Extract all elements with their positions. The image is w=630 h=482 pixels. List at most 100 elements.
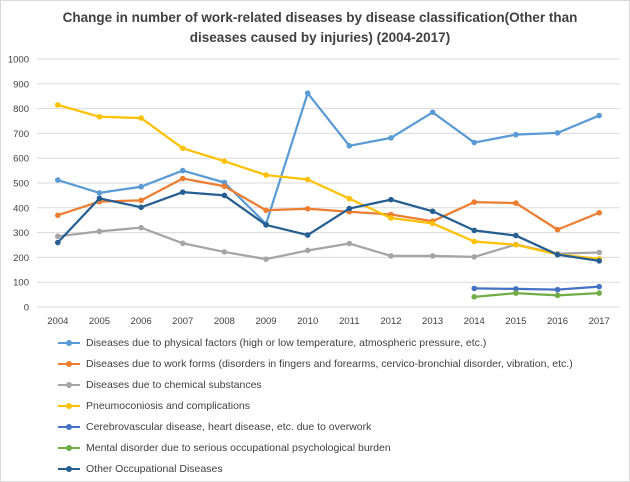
data-point [471,227,478,234]
data-point [554,286,561,293]
x-tick-label: 2004 [47,316,68,327]
series-line-3 [57,226,600,261]
y-tick-label: 100 [13,278,29,289]
data-point [138,224,144,231]
series-line-1 [57,92,600,226]
x-tick-label: 2009 [255,316,276,327]
y-tick-label: 200 [13,253,29,264]
legend-item: Cerebrovascular disease, heart disease, … [58,416,618,437]
data-point [596,249,602,256]
data-point [596,283,602,290]
data-point [429,220,436,227]
data-point [304,247,311,254]
data-point [471,285,478,292]
legend-swatch [58,338,80,348]
legend-swatch [58,422,80,432]
data-point [388,135,394,141]
series-line-2 [57,177,600,231]
legend-item: Diseases due to physical factors (high o… [58,332,618,353]
data-point [471,294,478,300]
data-point [429,208,436,215]
y-tick-label: 1000 [8,55,29,66]
x-tick-label: 2015 [505,316,526,327]
y-tick-label: 0 [24,303,29,314]
series-line-7 [57,191,600,262]
data-point [346,240,353,247]
data-point [96,195,103,202]
data-point [96,190,103,196]
data-point [179,167,186,174]
data-point [513,200,519,206]
data-point [179,240,186,247]
x-tick-label: 2012 [380,316,401,327]
y-tick-label: 600 [13,154,29,165]
data-point [138,197,144,204]
legend-swatch [58,401,80,411]
data-point [388,253,394,259]
y-tick-label: 900 [13,79,29,90]
data-point [596,209,602,216]
data-point [179,175,186,182]
legend-label: Diseases due to chemical substances [86,378,262,391]
data-point [304,176,311,183]
legend-item: Diseases due to work forms (disorders in… [58,353,618,374]
y-tick-label: 800 [13,104,29,115]
data-point [388,215,394,221]
data-point [263,222,269,228]
data-point [304,90,311,97]
data-point [429,253,436,259]
data-point [554,251,561,258]
data-point [346,195,353,202]
data-point [221,249,228,255]
data-point [55,102,61,108]
x-tick-label: 2005 [89,316,110,327]
data-point [471,238,478,245]
data-point [138,183,144,190]
x-tick-label: 2011 [339,316,359,327]
data-point [138,204,144,211]
data-point [221,158,228,164]
legend-label: Mental disorder due to serious occupatio… [86,441,391,454]
x-tick-label: 2008 [214,316,235,327]
y-tick-label: 300 [13,228,29,239]
y-tick-label: 700 [13,129,29,140]
data-point [55,239,61,246]
data-point [221,192,228,199]
data-point [513,290,519,296]
data-point [221,183,228,190]
data-point [304,205,311,212]
legend-item: Pneumoconiosis and complications [58,395,618,416]
legend-label: Pneumoconiosis and complications [86,399,251,412]
legend-item: Diseases due to chemical substances [58,374,618,395]
x-tick-label: 2010 [297,316,318,327]
legend-label: Diseases due to physical factors (high o… [86,336,487,349]
data-point [429,109,436,116]
x-tick-label: 2017 [589,316,610,327]
data-point [596,290,602,296]
data-point [388,196,394,203]
data-point [471,199,478,205]
x-tick-label: 2013 [422,316,443,327]
x-tick-label: 2007 [172,316,193,327]
data-point [554,130,561,136]
data-point [263,256,269,262]
data-point [96,113,103,120]
data-point [346,205,353,212]
data-point [596,112,602,119]
chart-title: Change in number of work-related disease… [62,10,578,45]
x-tick-label: 2006 [131,316,152,327]
y-tick-label: 400 [13,203,29,214]
data-point [55,177,61,183]
data-point [346,143,353,149]
data-point [471,254,478,260]
legend-label: Cerebrovascular disease, heart disease, … [86,420,372,433]
legend-swatch [58,464,80,474]
series-line-5 [474,285,600,291]
data-point [263,207,269,214]
legend-item: Mental disorder due to serious occupatio… [58,437,618,458]
legend-swatch [58,359,80,369]
legend-swatch [58,380,80,390]
x-tick-label: 2014 [464,316,485,327]
data-point [513,241,519,248]
